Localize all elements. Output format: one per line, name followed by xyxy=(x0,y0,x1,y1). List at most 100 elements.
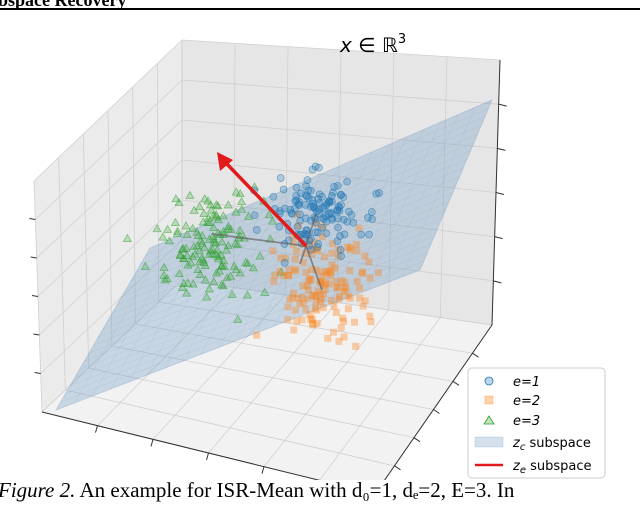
point-e=1 xyxy=(333,181,342,190)
point-e=1 xyxy=(296,210,304,219)
point-e=3 xyxy=(159,270,169,279)
point-e=2 xyxy=(282,254,290,262)
point-e=3 xyxy=(229,261,239,270)
point-e=1 xyxy=(326,209,335,217)
point-e=1 xyxy=(302,182,310,191)
plane-hatch xyxy=(183,196,270,362)
point-e=2 xyxy=(317,298,325,306)
point-e=1 xyxy=(280,204,289,213)
plane-hatch xyxy=(126,142,475,289)
point-e=3 xyxy=(212,245,222,254)
point-e=1 xyxy=(318,223,326,232)
point-e=1 xyxy=(337,190,346,199)
point-e=2 xyxy=(308,315,316,323)
plane-hatch xyxy=(140,116,485,265)
point-e=2 xyxy=(300,299,308,307)
legend-label-e2: e=2 xyxy=(513,394,540,409)
point-e=3 xyxy=(233,240,243,249)
point-e=2 xyxy=(340,317,348,325)
point-e=3 xyxy=(171,194,181,203)
grid-line xyxy=(158,301,473,354)
point-e=2 xyxy=(309,321,317,329)
legend-label-e3: e=3 xyxy=(513,414,540,429)
axes-ticks xyxy=(29,59,507,480)
point-e=2 xyxy=(326,280,334,288)
point-e=2 xyxy=(334,252,342,260)
point-e=1 xyxy=(303,176,312,184)
section-header: Subspace Recovery xyxy=(0,0,640,14)
point-e=3 xyxy=(226,224,236,233)
point-e=2 xyxy=(285,271,292,279)
point-e=2 xyxy=(312,292,320,300)
point-e=3 xyxy=(204,284,214,293)
plane-hatch xyxy=(112,167,464,314)
point-e=2 xyxy=(317,290,325,298)
point-e=1 xyxy=(297,189,305,198)
point-e=2 xyxy=(340,284,348,291)
plane-hatch xyxy=(219,181,305,348)
point-e=3 xyxy=(164,236,175,245)
point-e=3 xyxy=(208,222,219,231)
y-axis-tick xyxy=(452,380,460,386)
point-e=2 xyxy=(291,267,299,275)
point-e=3 xyxy=(276,267,286,276)
point-e=3 xyxy=(205,200,216,209)
point-e=3 xyxy=(140,261,150,270)
x-axis-tick xyxy=(95,425,98,433)
point-e=2 xyxy=(344,243,352,251)
left-axis-tick xyxy=(30,256,37,259)
left-axis-tick xyxy=(33,333,40,336)
point-e=2 xyxy=(335,295,343,303)
point-e=2 xyxy=(342,284,350,292)
plane-hatch xyxy=(365,122,441,292)
point-e=3 xyxy=(211,212,221,221)
plane-hatch xyxy=(93,201,449,346)
section-title: Subspace Recovery xyxy=(0,0,127,10)
plane-hatch xyxy=(131,133,478,281)
point-e=1 xyxy=(367,208,376,216)
point-e=2 xyxy=(286,296,294,304)
point-e=2 xyxy=(325,267,333,275)
plane-hatch xyxy=(383,114,459,285)
point-e=3 xyxy=(188,223,198,232)
point-e=2 xyxy=(319,304,327,312)
point-e=2 xyxy=(356,284,364,292)
point-e=3 xyxy=(193,264,203,273)
point-e=2 xyxy=(351,318,358,326)
point-e=1 xyxy=(304,194,313,202)
point-e=3 xyxy=(218,256,229,265)
plane-hatch xyxy=(292,151,373,320)
point-e=3 xyxy=(230,239,241,248)
point-e=2 xyxy=(328,261,336,269)
legend-label-e1: e=1 xyxy=(513,375,540,390)
point-e=3 xyxy=(225,271,236,280)
point-e=1 xyxy=(314,195,322,203)
point-e=2 xyxy=(366,312,374,320)
point-e=2 xyxy=(270,277,278,285)
point-e=2 xyxy=(294,294,302,302)
plane-hatch xyxy=(73,240,168,404)
point-e=2 xyxy=(305,286,312,294)
figure-caption: Figure 2. An example for ISR-Mean with d… xyxy=(0,478,514,503)
point-e=3 xyxy=(221,245,232,254)
point-e=2 xyxy=(327,272,335,280)
point-e=3 xyxy=(213,215,223,224)
point-e=3 xyxy=(200,260,210,269)
legend-marker-e3 xyxy=(483,415,495,425)
point-e=2 xyxy=(341,278,349,286)
point-e=2 xyxy=(317,277,324,285)
point-e=1 xyxy=(311,204,319,213)
point-e=1 xyxy=(375,189,383,197)
point-e=1 xyxy=(292,183,301,192)
connector-lines xyxy=(211,213,323,291)
point-e=2 xyxy=(320,253,328,261)
point-e=1 xyxy=(329,188,337,197)
plane-hatch xyxy=(102,184,457,330)
point-e=1 xyxy=(334,223,342,232)
point-e=2 xyxy=(295,222,303,229)
point-e=3 xyxy=(170,217,181,226)
plot-title-text: x ∈ ℝ xyxy=(339,33,398,57)
left-back-pane xyxy=(34,40,182,412)
point-e=1 xyxy=(347,211,356,219)
point-e=2 xyxy=(312,266,320,274)
